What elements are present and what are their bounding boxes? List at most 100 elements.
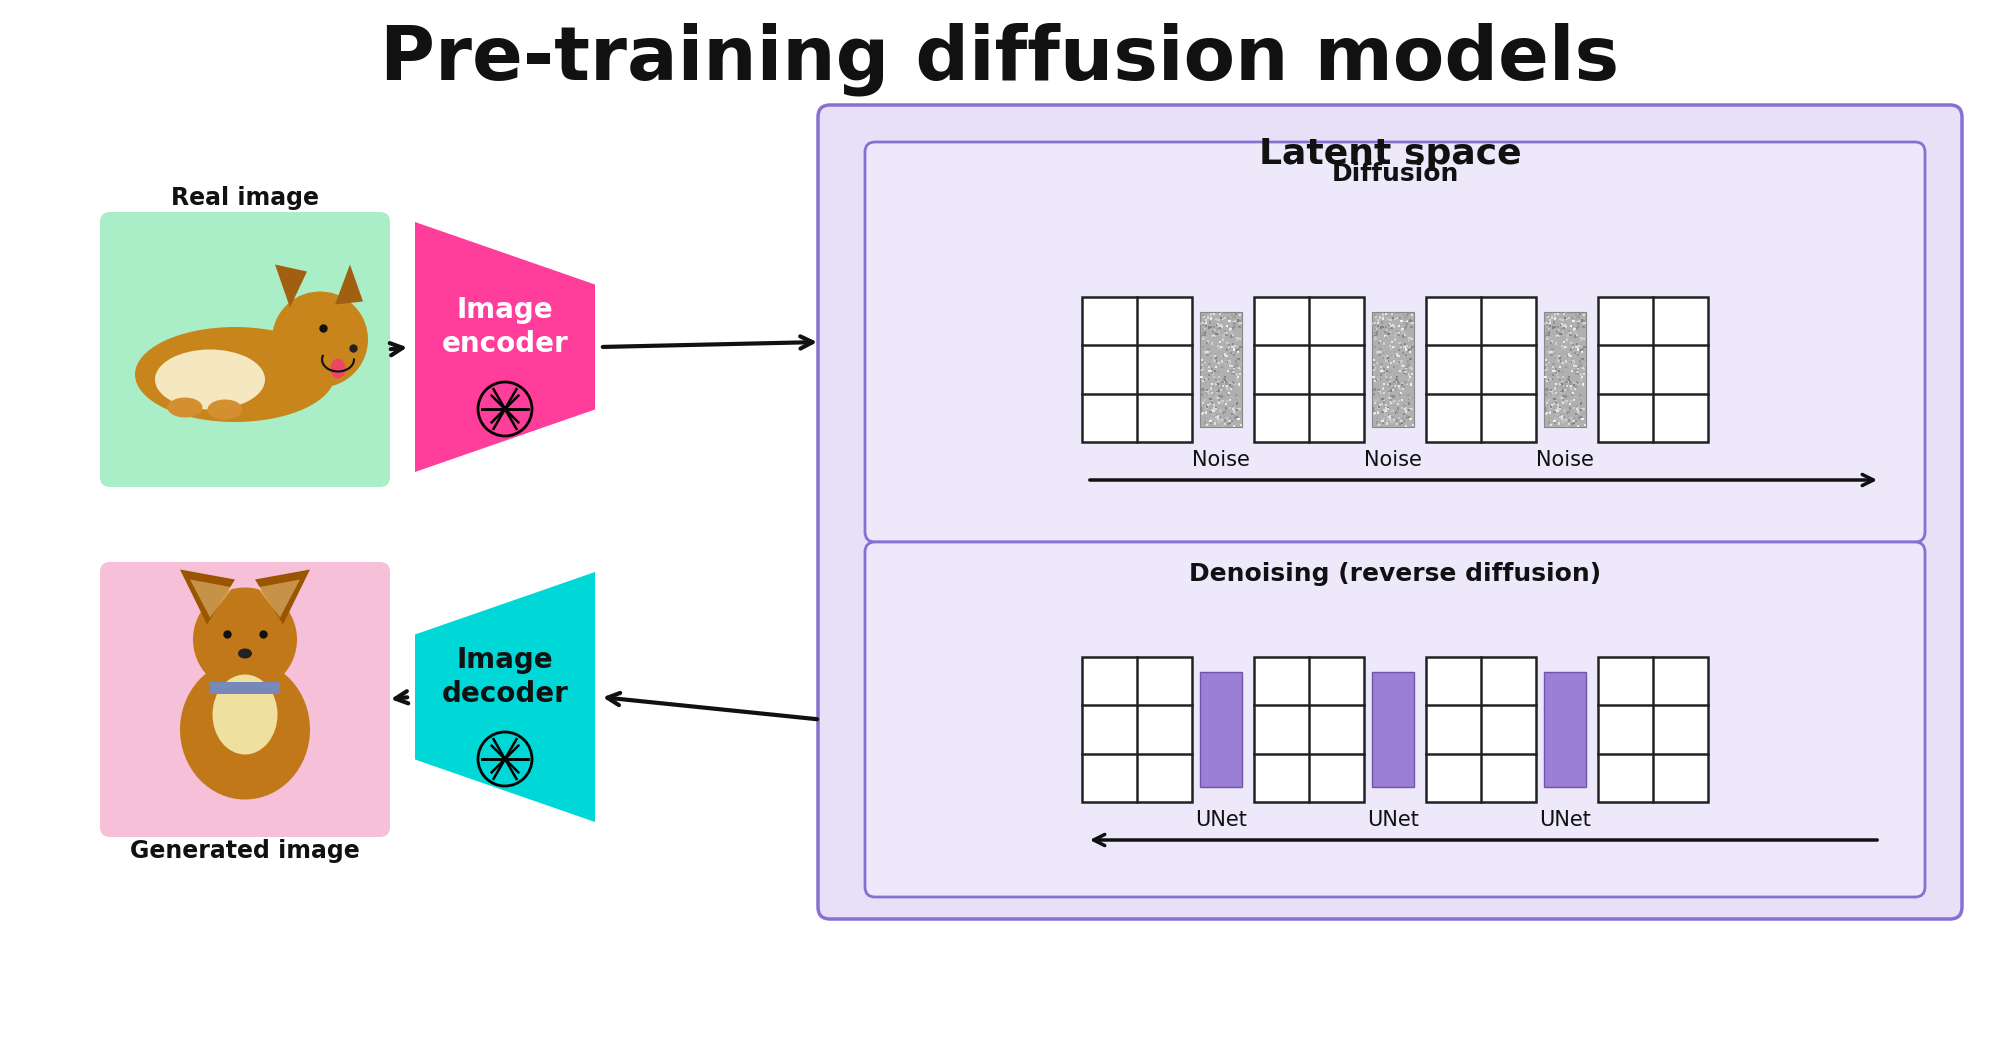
Point	[1534, 403, 1566, 420]
Point	[1222, 312, 1254, 329]
Point	[1218, 318, 1250, 335]
Point	[1196, 364, 1228, 381]
Point	[1548, 376, 1580, 393]
Point	[1394, 359, 1426, 376]
Point	[1380, 416, 1412, 432]
Point	[1390, 398, 1422, 415]
Point	[1210, 310, 1242, 327]
Point	[1530, 317, 1562, 334]
Point	[1566, 330, 1598, 347]
Point	[1366, 413, 1398, 429]
Point	[1386, 409, 1418, 426]
Point	[1198, 318, 1230, 335]
Point	[1222, 359, 1254, 376]
Point	[1532, 307, 1564, 324]
Point	[1202, 320, 1234, 337]
Point	[1390, 375, 1422, 392]
Point	[1536, 343, 1568, 360]
Point	[1564, 342, 1596, 359]
Text: Diffusion: Diffusion	[1332, 162, 1458, 186]
Point	[1192, 343, 1224, 360]
Point	[1552, 328, 1584, 344]
Point	[1376, 376, 1408, 393]
Point	[1536, 347, 1568, 363]
Point	[1200, 375, 1232, 392]
Point	[1546, 312, 1578, 329]
Point	[1198, 369, 1230, 385]
Point	[1370, 328, 1402, 344]
Point	[1224, 376, 1256, 393]
Point	[1200, 325, 1232, 341]
Point	[1534, 416, 1566, 432]
Ellipse shape	[330, 358, 346, 379]
Point	[1566, 410, 1598, 427]
Point	[1392, 386, 1424, 403]
Point	[1196, 386, 1228, 403]
Point	[1188, 329, 1220, 346]
Point	[1396, 315, 1428, 332]
Point	[1544, 325, 1576, 341]
Point	[1378, 391, 1410, 407]
Point	[1382, 322, 1414, 339]
Point	[1200, 400, 1232, 417]
Point	[1360, 309, 1392, 326]
Point	[1376, 402, 1408, 419]
Point	[1358, 369, 1390, 385]
Point	[1548, 310, 1580, 327]
Point	[1560, 365, 1592, 382]
Point	[1392, 405, 1424, 422]
Point	[1534, 374, 1566, 391]
Point	[1542, 329, 1574, 346]
Point	[1368, 401, 1400, 418]
Point	[1370, 329, 1402, 346]
Point	[1210, 348, 1242, 364]
Point	[1368, 346, 1400, 362]
Point	[1368, 376, 1400, 393]
Point	[1206, 317, 1238, 334]
Point	[1568, 340, 1600, 357]
Point	[1220, 353, 1252, 370]
Point	[1202, 374, 1234, 391]
Point	[1206, 338, 1238, 355]
Point	[1198, 321, 1230, 338]
Point	[1190, 381, 1222, 398]
Point	[1394, 396, 1426, 413]
Point	[1550, 381, 1582, 398]
Point	[1186, 360, 1218, 377]
Point	[1376, 382, 1408, 399]
Point	[1222, 351, 1254, 367]
Point	[1364, 328, 1396, 344]
Point	[1550, 348, 1582, 364]
Point	[1390, 327, 1422, 343]
Point	[1378, 338, 1410, 355]
Point	[1186, 362, 1218, 379]
Point	[1550, 388, 1582, 405]
Point	[1190, 384, 1222, 401]
Point	[1370, 306, 1402, 322]
Point	[1538, 318, 1570, 335]
Point	[1374, 338, 1406, 355]
Point	[1376, 319, 1408, 336]
Point	[1190, 382, 1222, 399]
Point	[1546, 408, 1578, 425]
Point	[1388, 314, 1420, 331]
Point	[1562, 320, 1594, 337]
Point	[1206, 405, 1238, 422]
Point	[1540, 384, 1572, 401]
Point	[1374, 395, 1406, 411]
Point	[1204, 382, 1236, 399]
Point	[1388, 365, 1420, 382]
Point	[1362, 416, 1394, 432]
Point	[1362, 417, 1394, 433]
Point	[1220, 342, 1252, 359]
Point	[1366, 355, 1398, 372]
Point	[1378, 331, 1410, 348]
Point	[1222, 391, 1254, 407]
Point	[1550, 348, 1582, 364]
Point	[1204, 340, 1236, 357]
Point	[1374, 369, 1406, 385]
Point	[1566, 343, 1598, 360]
Point	[1204, 373, 1236, 389]
Point	[1200, 410, 1232, 427]
Point	[1394, 395, 1426, 411]
